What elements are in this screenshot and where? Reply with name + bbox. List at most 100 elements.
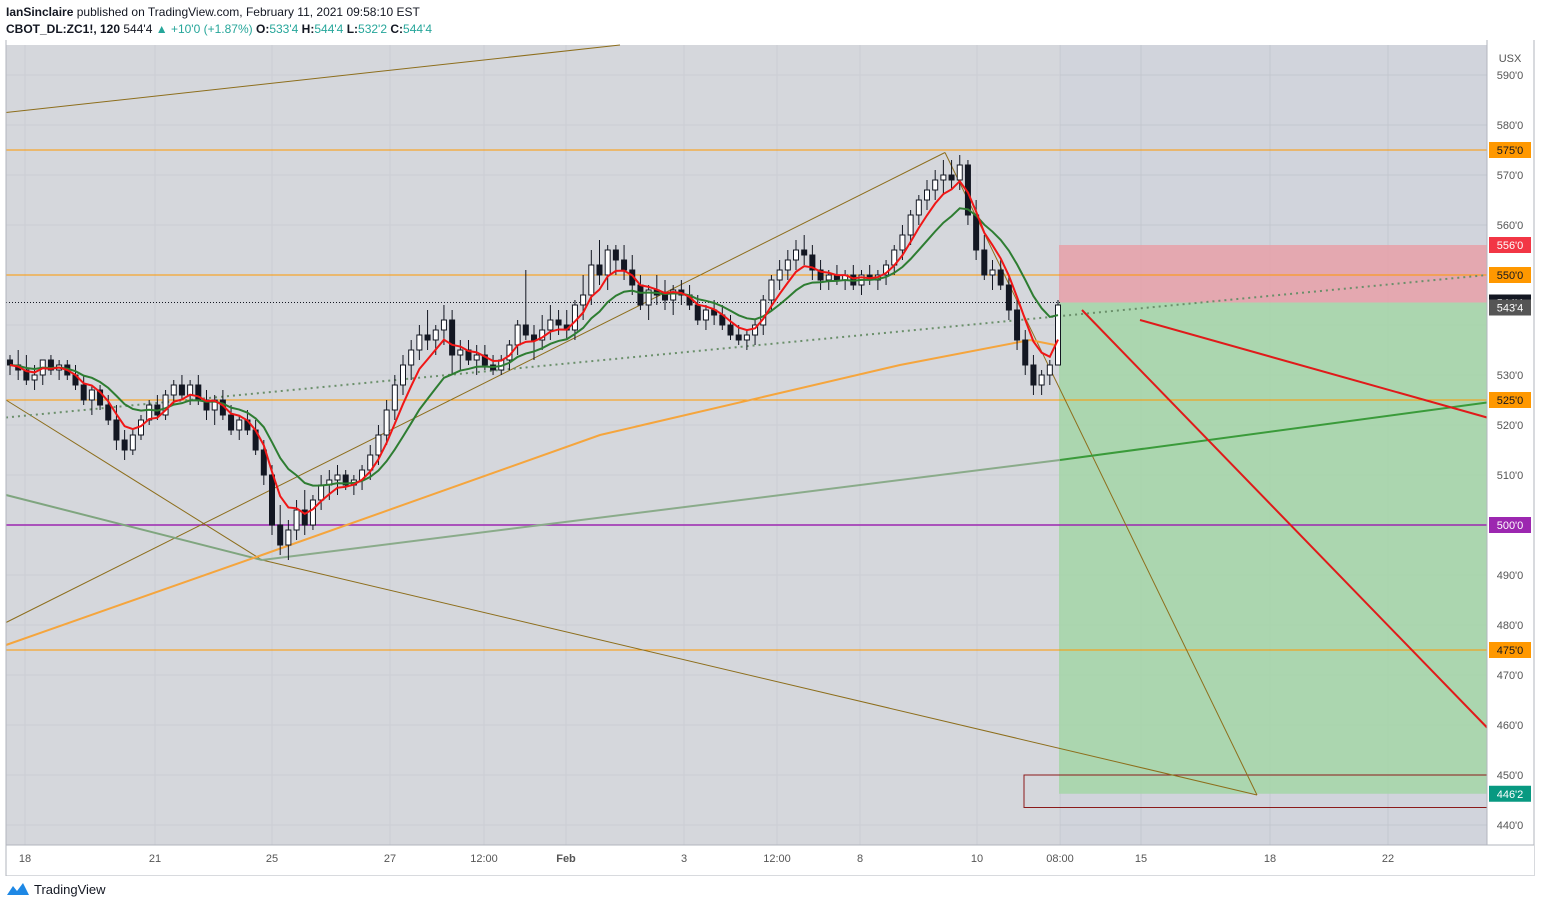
- x-tick-label: 15: [1135, 853, 1147, 865]
- candle-body: [1022, 339, 1029, 366]
- low-label: L:: [346, 22, 359, 36]
- x-tick-label: 18: [19, 853, 31, 865]
- price-badge[interactable]: [1489, 785, 1531, 802]
- author[interactable]: IanSinclaire: [6, 5, 74, 19]
- candle-body: [645, 289, 652, 306]
- candle-body: [80, 384, 87, 401]
- candle-body: [375, 434, 382, 456]
- level-badge-label: 525'0: [1497, 395, 1524, 407]
- price-badge[interactable]: [1489, 299, 1531, 316]
- candle-body: [129, 434, 136, 451]
- candle-body: [31, 374, 38, 381]
- candle-body: [260, 449, 267, 476]
- candle-body: [342, 474, 349, 486]
- candle-body: [1014, 309, 1021, 341]
- candle-body: [228, 414, 235, 431]
- x-tick-label: 25: [266, 853, 278, 865]
- candle-body: [743, 334, 750, 341]
- candle-body: [932, 179, 939, 191]
- trend-line[interactable]: [5, 399, 263, 561]
- x-tick-label: 21: [149, 853, 161, 865]
- publish-date: published on TradingView.com, February 1…: [76, 5, 420, 19]
- candle-body: [817, 269, 824, 281]
- last-price: 544'4: [123, 22, 153, 36]
- y-tick-label: 450'0: [1497, 770, 1524, 782]
- candle-body: [825, 274, 832, 281]
- candle-body: [170, 384, 177, 396]
- trend-line[interactable]: [5, 44, 621, 113]
- candle-body: [318, 484, 325, 501]
- support-line[interactable]: [5, 494, 263, 561]
- level-badge[interactable]: [1489, 392, 1531, 408]
- trend-line[interactable]: [261, 559, 1258, 796]
- candle-body: [416, 334, 423, 351]
- prior-range-shade: [6, 45, 1060, 845]
- candle-body: [604, 249, 611, 276]
- candle-body: [637, 284, 644, 306]
- brand-label: TradingView: [34, 881, 106, 897]
- y-tick-label: 590'0: [1497, 70, 1524, 82]
- candle-body: [752, 324, 759, 336]
- projection-arrow[interactable]: [1139, 319, 1488, 419]
- x-tick-label: 22: [1382, 853, 1394, 865]
- candle-body: [924, 189, 930, 201]
- tradingview-logo-icon: [7, 883, 29, 895]
- y-tick-label: 440'0: [1497, 820, 1524, 832]
- candle-body: [956, 164, 963, 181]
- price-chart[interactable]: USX 590'0 580'0 570'0 560'0 530'0 520'0 510'0 49…: [0, 40, 1541, 876]
- y-tick-label: 480'0: [1497, 620, 1524, 632]
- symbol-name[interactable]: CBOT_DL:ZC1!, 120: [6, 22, 121, 36]
- candle-body: [432, 329, 439, 341]
- support-line[interactable]: [1059, 401, 1488, 461]
- candle-body: [571, 304, 578, 331]
- candle-body: [784, 259, 791, 271]
- support-line[interactable]: [261, 459, 1061, 561]
- trend-line[interactable]: [5, 152, 946, 623]
- candle-body: [301, 509, 308, 526]
- candle-body: [997, 269, 1004, 286]
- candle-body: [457, 349, 464, 356]
- candle-body: [97, 389, 104, 406]
- candle-body: [899, 234, 906, 251]
- ema-slow-line: [9, 207, 1059, 487]
- candle-body: [973, 214, 980, 251]
- tradingview-logo[interactable]: TradingView: [6, 881, 106, 897]
- candle-body: [531, 334, 537, 341]
- price-badge-label: 556'0: [1497, 240, 1524, 252]
- x-tick-label: 3: [681, 853, 687, 865]
- candle-body: [621, 259, 628, 271]
- candle-body: [1055, 304, 1061, 366]
- level-badge[interactable]: [1489, 142, 1531, 158]
- candle-body: [47, 359, 54, 371]
- level-badge[interactable]: [1489, 642, 1531, 658]
- y-tick-label: 530'0: [1497, 370, 1524, 382]
- candle-body: [702, 309, 709, 321]
- candle-body: [596, 264, 603, 276]
- y-tick-label: 510'0: [1497, 470, 1524, 482]
- x-tick-label: 08:00: [1046, 853, 1074, 865]
- take-profit-zone[interactable]: [1059, 302, 1487, 794]
- price-badge[interactable]: [1489, 237, 1531, 253]
- level-badge-label: 575'0: [1497, 145, 1524, 157]
- candle-body: [269, 474, 275, 526]
- projection-arrow[interactable]: [1081, 309, 1488, 729]
- price-axis[interactable]: [1487, 40, 1534, 845]
- y-tick-label: 520'0: [1497, 420, 1524, 432]
- candle-body: [547, 319, 554, 331]
- trend-line[interactable]: [944, 152, 1258, 796]
- change-arrow-icon: ▲: [155, 22, 168, 36]
- y-tick-label: 580'0: [1497, 120, 1524, 132]
- symbol-legend: CBOT_DL:ZC1!, 120 544'4 ▲ +10'0 (+1.87%)…: [6, 22, 432, 36]
- stop-loss-zone[interactable]: [1059, 245, 1487, 303]
- candle-body: [981, 249, 988, 276]
- x-tick-label: 18: [1264, 853, 1276, 865]
- currency-label: USX: [1499, 53, 1522, 65]
- time-axis[interactable]: [0, 845, 1534, 876]
- level-badge[interactable]: [1489, 517, 1531, 533]
- level-badge[interactable]: [1489, 267, 1531, 283]
- ema-fast-line: [9, 179, 1059, 516]
- candle-body: [383, 409, 390, 436]
- candle-body: [400, 364, 406, 386]
- candle-body: [1038, 374, 1045, 386]
- candle-body: [514, 324, 521, 346]
